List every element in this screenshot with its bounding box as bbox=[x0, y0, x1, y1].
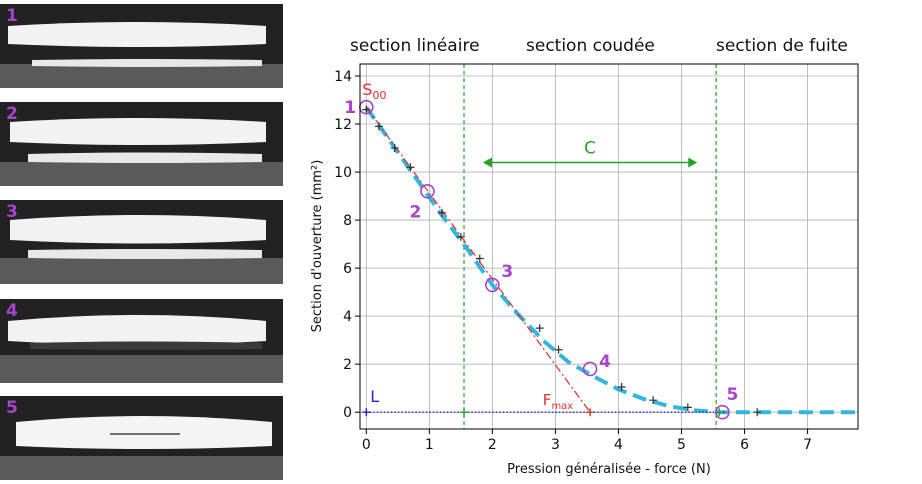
annotation-s00: S00 bbox=[362, 80, 386, 102]
y-tick-label-0: 0 bbox=[343, 405, 352, 421]
measured-point bbox=[649, 396, 658, 405]
measured-point bbox=[374, 122, 383, 131]
linear-fit-line bbox=[365, 106, 591, 413]
photo-panel-4: 4 bbox=[0, 299, 283, 383]
y-tick-label-14: 14 bbox=[334, 69, 352, 85]
photo-panel-3: 3 bbox=[0, 200, 283, 284]
annotation-s00-sub: 00 bbox=[372, 89, 386, 102]
circled-point-4 bbox=[582, 361, 598, 377]
photo-panel-1: 1 bbox=[0, 4, 283, 88]
photo-label-5: 5 bbox=[6, 398, 18, 418]
x-axis-label: Pression généralisée - force (N) bbox=[507, 462, 711, 477]
photo-panel-5: 5 bbox=[0, 396, 283, 480]
baseline-point bbox=[362, 408, 371, 417]
measured-point bbox=[753, 408, 762, 417]
photo-label-2: 2 bbox=[6, 104, 18, 124]
measured-point bbox=[406, 163, 415, 172]
measured-point bbox=[554, 345, 563, 354]
photo-image-1 bbox=[0, 22, 283, 88]
arrow-c-right-head bbox=[688, 157, 698, 168]
arrow-c-left-head bbox=[482, 157, 492, 168]
x-tick-label-1: 1 bbox=[425, 437, 434, 453]
photo-label-3: 3 bbox=[6, 202, 18, 222]
point-label-4: 4 bbox=[599, 352, 611, 372]
point-label-1: 1 bbox=[344, 98, 356, 118]
chart-marks bbox=[359, 99, 762, 420]
measured-point bbox=[475, 254, 484, 263]
chart-annotations: C 1 2 3 4 5 S00 Fmax L bbox=[344, 80, 738, 412]
fitted-curve bbox=[364, 106, 858, 415]
x-tick-label-7: 7 bbox=[803, 437, 812, 453]
header-section-fuite: section de fuite bbox=[716, 36, 848, 56]
plot-frame bbox=[359, 63, 859, 430]
header-section-lineaire: section linéaire bbox=[350, 36, 480, 56]
circled-point-5 bbox=[715, 404, 730, 420]
baseline-point bbox=[586, 408, 595, 417]
measured-point bbox=[535, 324, 544, 333]
measured-point bbox=[456, 232, 465, 241]
photo-image-2 bbox=[0, 118, 283, 186]
x-tick-label-2: 2 bbox=[488, 437, 497, 453]
photo-image-4 bbox=[0, 315, 283, 383]
arrow-c-label: C bbox=[584, 138, 596, 158]
measured-point bbox=[437, 208, 446, 217]
y-tick-label-12: 12 bbox=[334, 117, 352, 133]
photo-label-4: 4 bbox=[6, 301, 18, 321]
x-tick-label-5: 5 bbox=[677, 437, 686, 453]
y-tick-label-8: 8 bbox=[343, 213, 352, 229]
photo-label-1: 1 bbox=[6, 6, 18, 26]
circled-point-3 bbox=[485, 277, 500, 293]
photo-image-5 bbox=[0, 416, 283, 480]
y-tick-label-6: 6 bbox=[343, 261, 352, 277]
point-label-2: 2 bbox=[409, 202, 421, 222]
point-label-3: 3 bbox=[501, 262, 513, 282]
x-tick-label-0: 0 bbox=[362, 437, 371, 453]
measured-point bbox=[683, 403, 692, 412]
measured-point bbox=[390, 144, 399, 153]
measured-point bbox=[617, 382, 626, 391]
annotation-fmax: Fmax bbox=[543, 391, 574, 412]
chart-series bbox=[364, 64, 858, 429]
y-tick-label-2: 2 bbox=[343, 357, 352, 373]
header-section-coudee: section coudée bbox=[526, 36, 655, 56]
circled-point-2 bbox=[420, 183, 435, 199]
photo-image-3 bbox=[0, 215, 283, 284]
point-label-5: 5 bbox=[726, 385, 738, 405]
x-tick-label-4: 4 bbox=[614, 437, 623, 453]
x-tick-label-6: 6 bbox=[740, 437, 749, 453]
annotation-fmax-sub: max bbox=[551, 401, 573, 412]
measured-point bbox=[362, 105, 371, 114]
annotation-l: L bbox=[370, 387, 379, 406]
y-tick-label-4: 4 bbox=[343, 309, 352, 325]
y-tick-label-10: 10 bbox=[334, 165, 352, 181]
chart-grid bbox=[360, 64, 858, 429]
baseline-point bbox=[460, 408, 469, 417]
photo-panel-2: 2 bbox=[0, 102, 283, 186]
x-tick-label-3: 3 bbox=[551, 437, 560, 453]
y-axis-label: Section d'ouverture (mm²) bbox=[310, 160, 325, 333]
